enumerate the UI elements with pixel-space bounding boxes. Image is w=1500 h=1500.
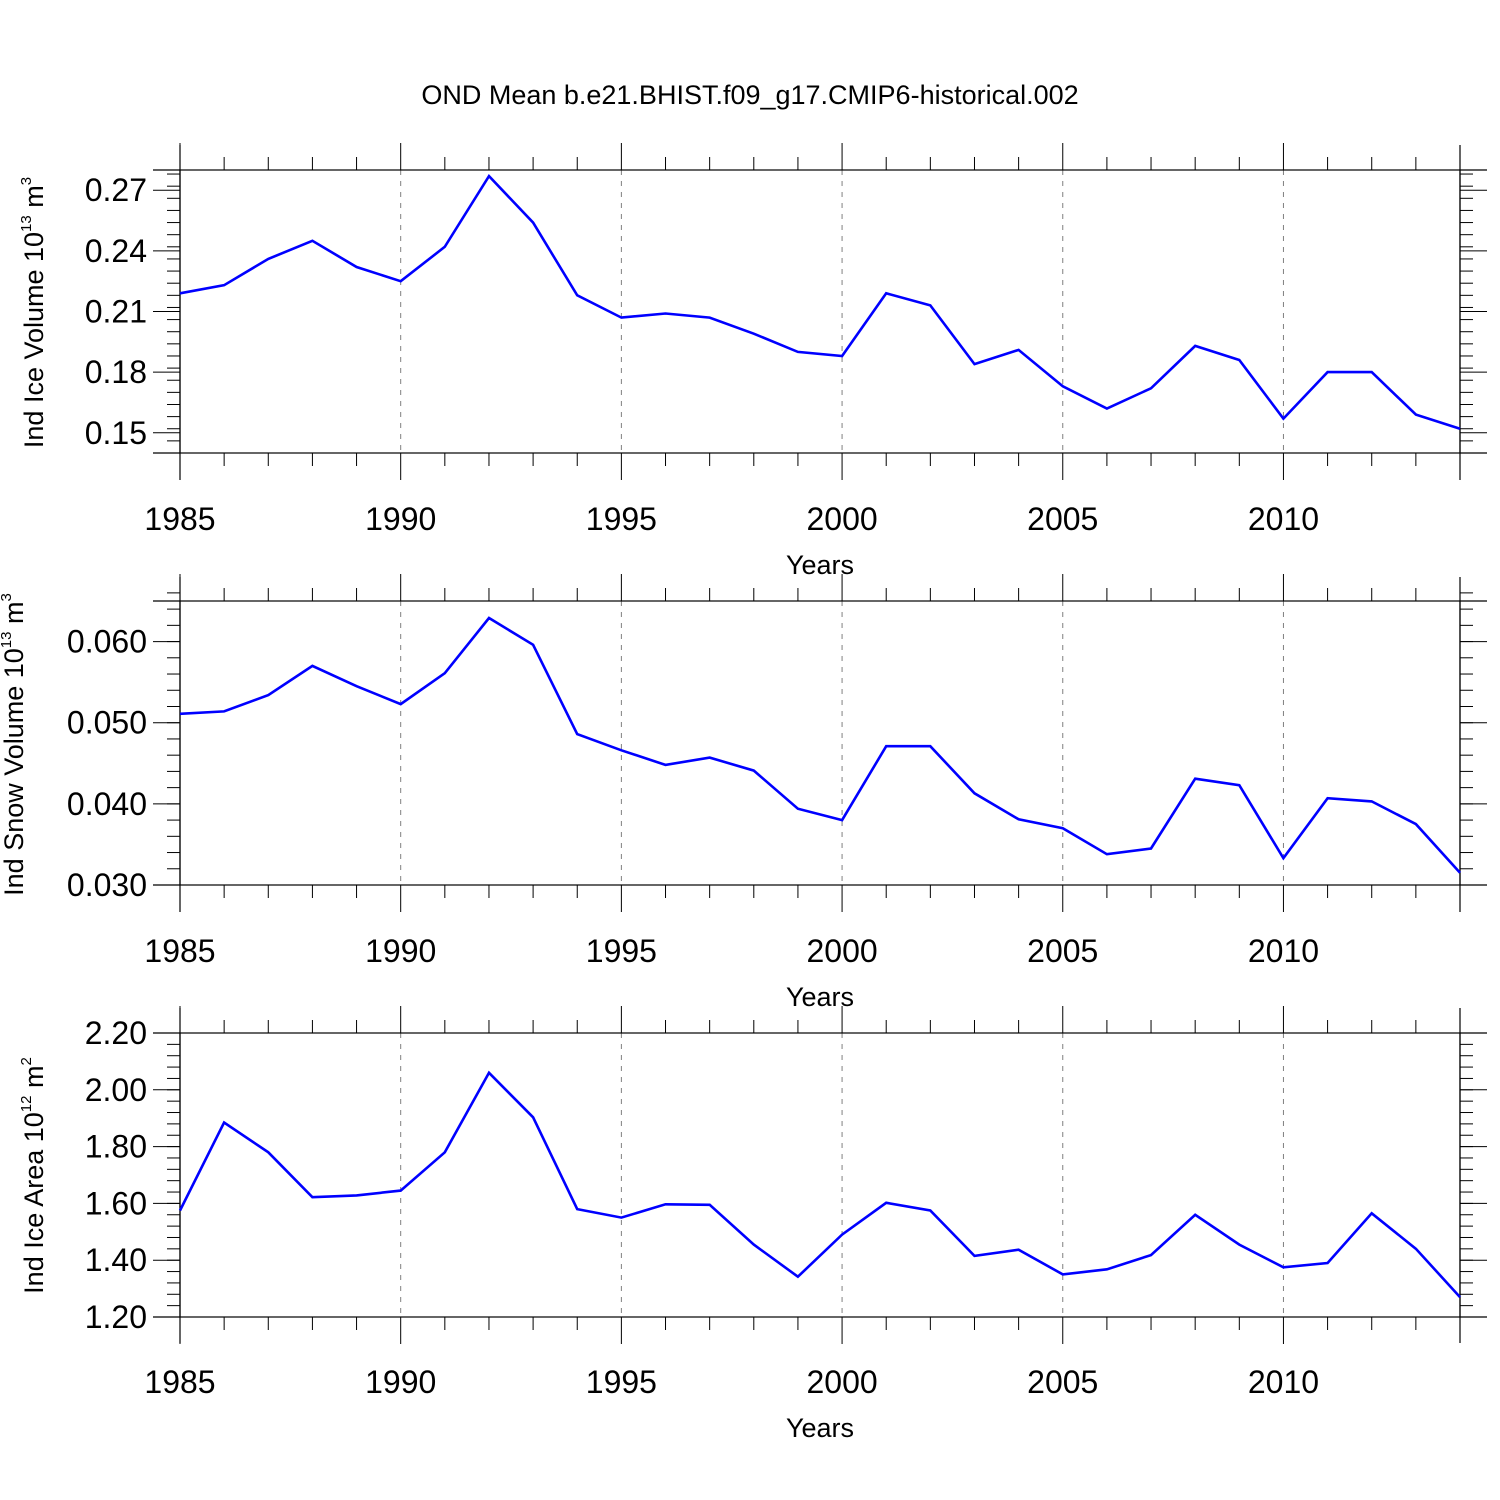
- x-tick-label: 1985: [144, 501, 215, 537]
- y-tick-label: 0.030: [67, 867, 147, 903]
- x-tick-label: 1985: [144, 933, 215, 969]
- y-axis-label: Ind Ice Area 1012 m2: [18, 1057, 49, 1294]
- x-tick-label: 2005: [1027, 501, 1098, 537]
- plot-panel-3: 1.20 1.40 1.60 1.80 2.00 2.20 1985 1990 1995 2000…: [18, 1006, 1487, 1443]
- x-tick-label: 1985: [144, 1364, 215, 1400]
- y-tick-label: 0.040: [67, 786, 147, 822]
- y-tick-label: 0.15: [85, 415, 147, 451]
- x-tick-label: 1990: [365, 933, 436, 969]
- x-axis-label: Years: [786, 550, 854, 580]
- plot-panel-2: 0.030 0.040 0.050 0.060 1985 1990 1995 2000 2005…: [0, 574, 1487, 1012]
- x-tick-label: 2010: [1248, 501, 1319, 537]
- x-tick-label: 2005: [1027, 1364, 1098, 1400]
- plot-frame: [179, 1032, 1461, 1318]
- x-tick-label: 2000: [806, 501, 877, 537]
- y-tick-label: 1.20: [85, 1299, 147, 1335]
- y-tick-label: 0.050: [67, 705, 147, 741]
- y-tick-label: 0.21: [85, 294, 147, 330]
- y-axis-label: Ind Snow Volume 1013 m3: [0, 593, 29, 896]
- y-tick-label: 1.60: [85, 1185, 147, 1221]
- y-tick-label: 0.27: [85, 172, 147, 208]
- x-tick-label: 1995: [586, 1364, 657, 1400]
- x-tick-label: 2000: [806, 933, 877, 969]
- y-tick-label: 0.24: [85, 233, 147, 269]
- x-tick-label: 1990: [365, 1364, 436, 1400]
- y-tick-label: 1.40: [85, 1242, 147, 1278]
- x-tick-label: 2010: [1248, 1364, 1319, 1400]
- y-tick-label: 1.80: [85, 1129, 147, 1165]
- y-axis-label: Ind Ice Volume 1013 m3: [18, 177, 49, 448]
- plot-frame: [179, 600, 1461, 886]
- x-tick-label: 2005: [1027, 933, 1098, 969]
- y-tick-label: 2.00: [85, 1072, 147, 1108]
- x-tick-label: 1995: [586, 501, 657, 537]
- x-tick-label: 1995: [586, 933, 657, 969]
- series-line: [178, 1070, 1461, 1298]
- plot-panel-1: 0.15 0.18 0.21 0.24 0.27 1985 1990 1995 2000 2005…: [18, 143, 1487, 580]
- x-tick-label: 2000: [806, 1364, 877, 1400]
- y-tick-label: 0.060: [67, 624, 147, 660]
- plot-frame: [179, 169, 1461, 454]
- series-line: [179, 173, 1461, 430]
- y-tick-label: 0.18: [85, 354, 147, 390]
- x-tick-label: 1990: [365, 501, 436, 537]
- series-line: [179, 616, 1461, 874]
- y-tick-label: 2.20: [85, 1015, 147, 1051]
- x-tick-label: 2010: [1248, 933, 1319, 969]
- x-axis-label: Years: [786, 1413, 854, 1443]
- x-axis-label: Years: [786, 982, 854, 1012]
- chart-title: OND Mean b.e21.BHIST.f09_g17.CMIP6-histo…: [421, 80, 1079, 110]
